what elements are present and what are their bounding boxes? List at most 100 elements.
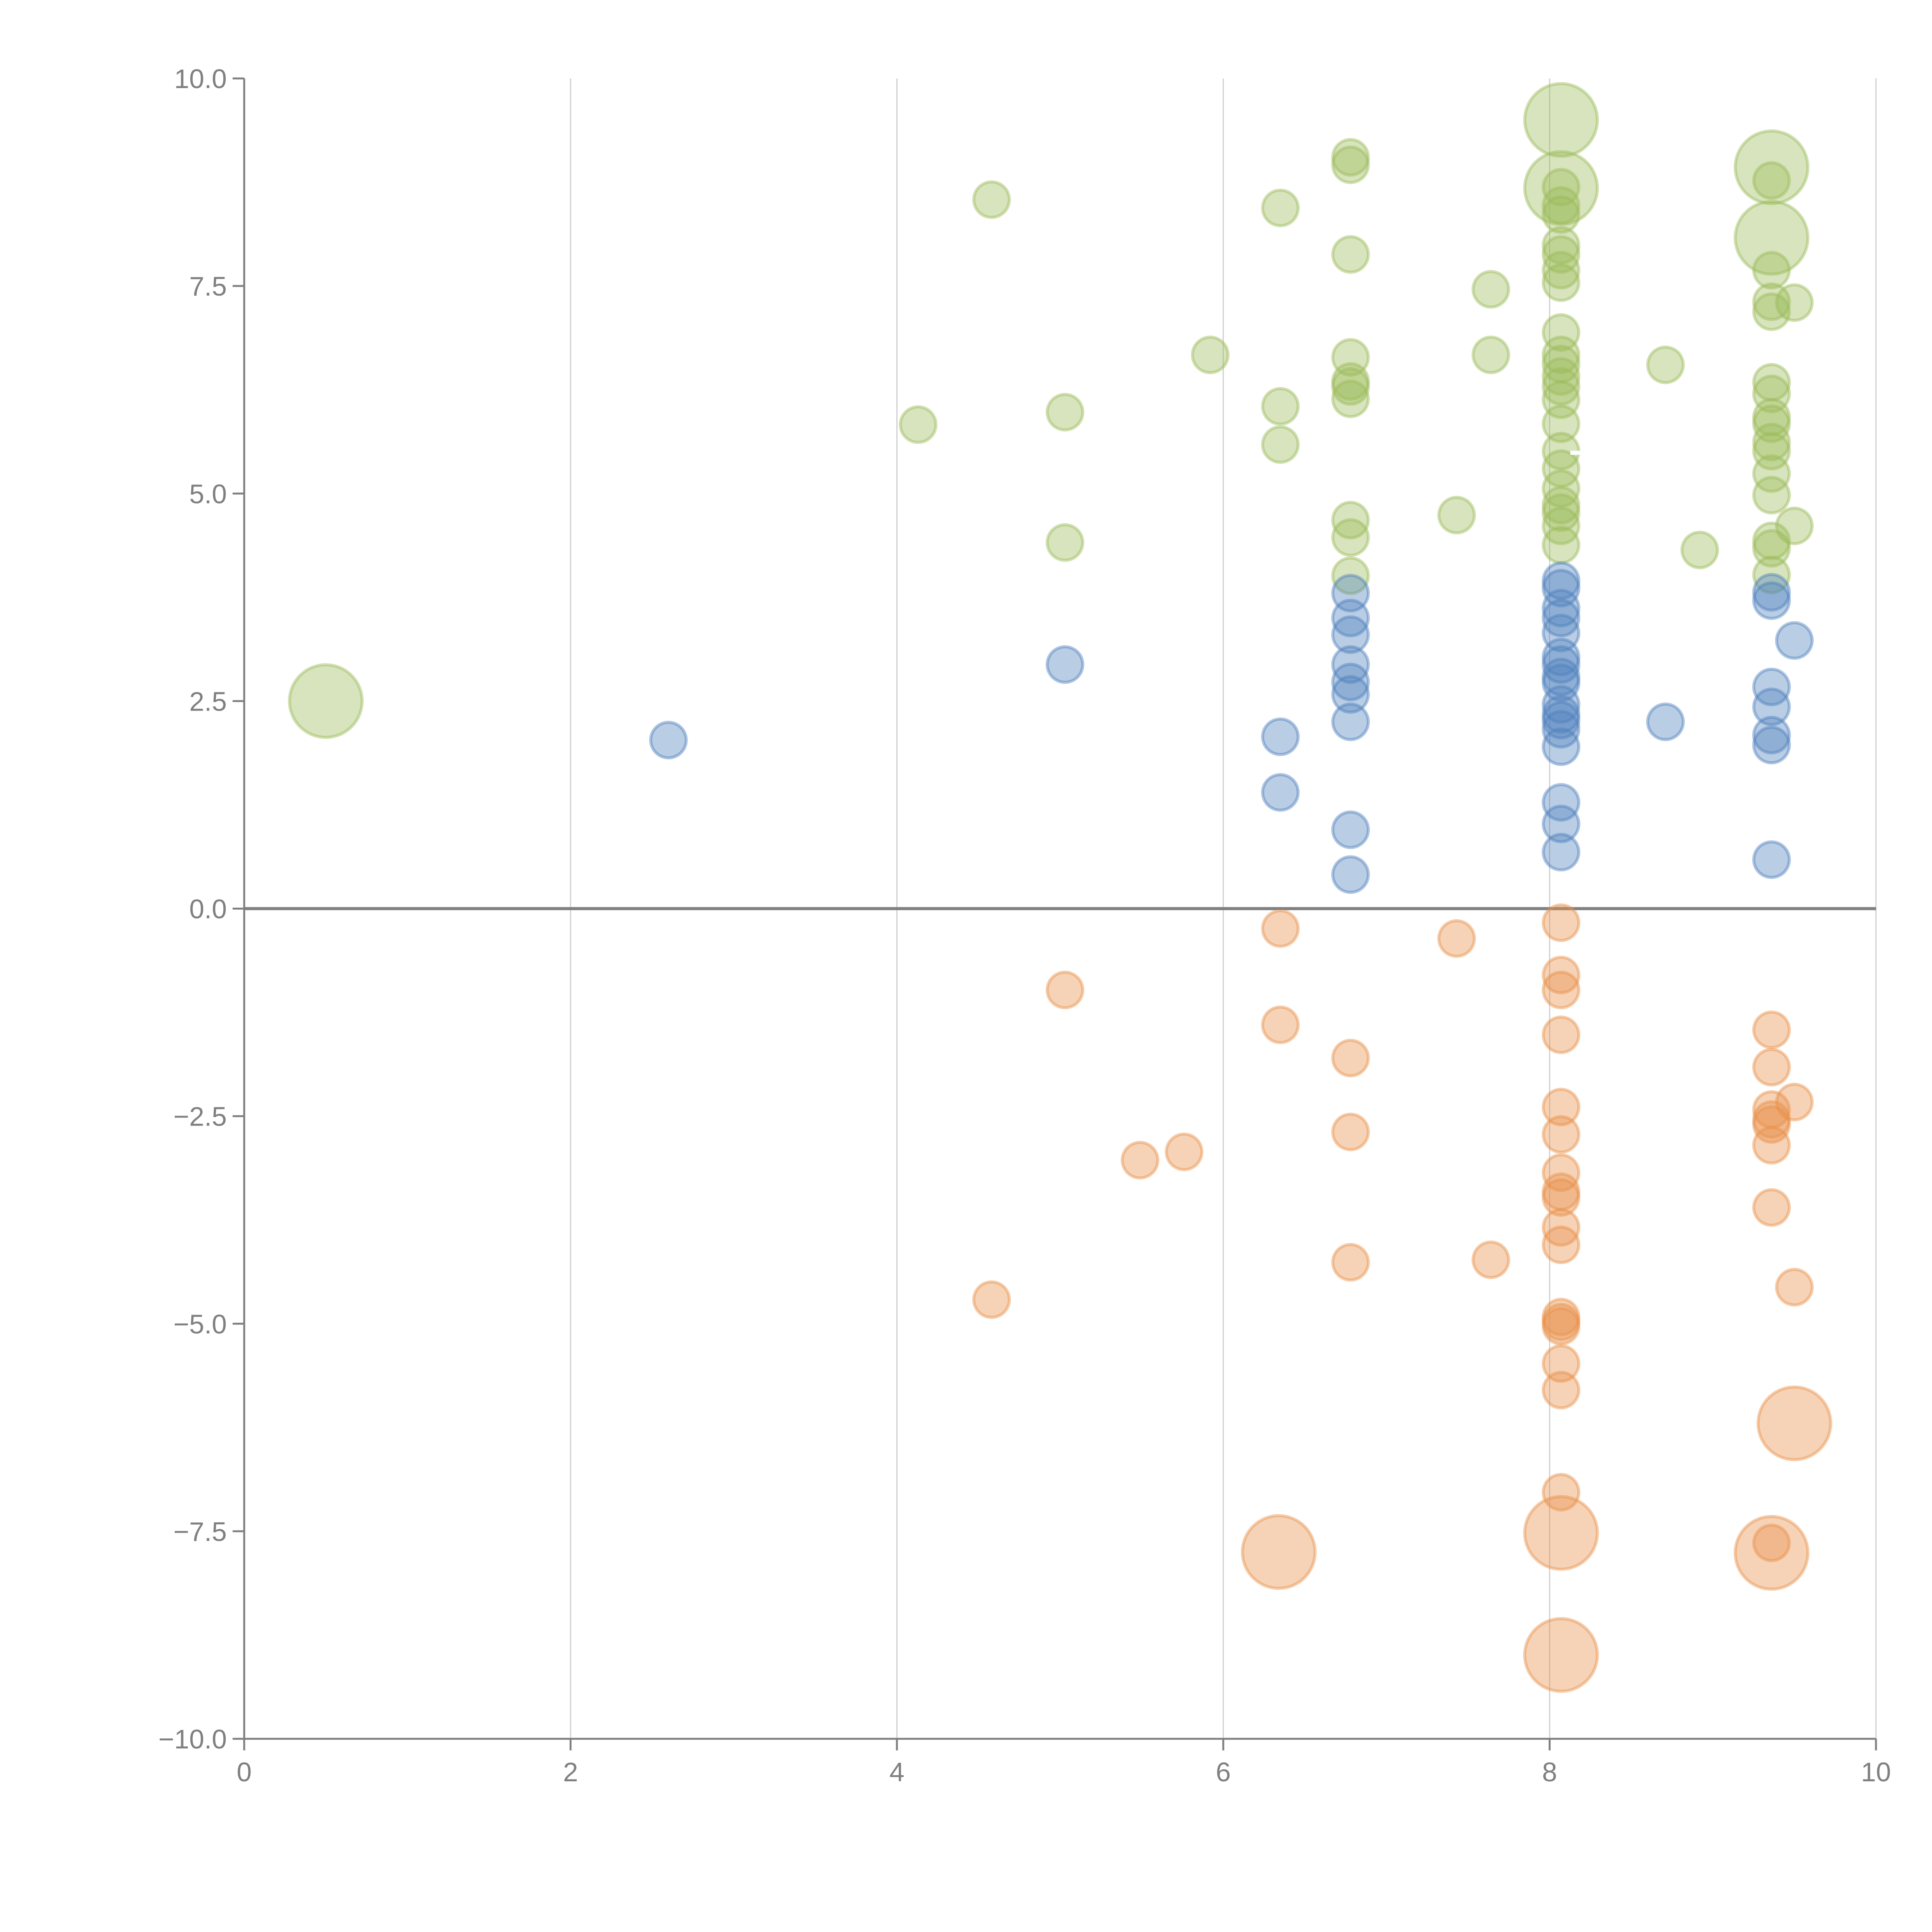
data-point-orange[interactable] xyxy=(1471,1240,1510,1279)
data-point-green[interactable] xyxy=(1331,518,1370,557)
data-point-blue[interactable] xyxy=(1331,662,1370,701)
data-point-orange[interactable] xyxy=(1523,1495,1599,1571)
data-point-blue[interactable] xyxy=(1541,783,1580,822)
data-point-green[interactable] xyxy=(899,405,938,444)
data-point-blue[interactable] xyxy=(1752,573,1791,612)
data-point-orange[interactable] xyxy=(1046,971,1085,1010)
data-point-green[interactable] xyxy=(1541,357,1580,396)
data-point-orange[interactable] xyxy=(1541,1115,1580,1154)
data-point-blue[interactable] xyxy=(1046,645,1085,684)
data-point-blue[interactable] xyxy=(1331,645,1370,684)
data-point-green[interactable] xyxy=(288,663,364,739)
data-point-orange[interactable] xyxy=(1775,1268,1814,1307)
data-point-blue[interactable] xyxy=(1541,833,1580,872)
data-point-green[interactable] xyxy=(1541,235,1580,274)
data-point-orange[interactable] xyxy=(1752,1105,1791,1144)
data-point-blue[interactable] xyxy=(1541,804,1580,844)
data-point-orange[interactable] xyxy=(1541,903,1580,942)
data-point-orange[interactable] xyxy=(1261,1005,1300,1044)
data-point-orange[interactable] xyxy=(1541,1473,1580,1512)
data-point-blue[interactable] xyxy=(1752,667,1791,706)
data-point-green[interactable] xyxy=(1331,501,1370,540)
data-point-green[interactable] xyxy=(1752,521,1791,560)
data-point-blue[interactable] xyxy=(1541,614,1580,653)
data-point-blue[interactable] xyxy=(1541,710,1580,749)
data-point-green[interactable] xyxy=(1541,432,1580,471)
data-point-blue[interactable] xyxy=(1646,702,1685,742)
data-point-orange[interactable] xyxy=(1523,1617,1599,1693)
data-point-green[interactable] xyxy=(1775,507,1814,546)
data-point-orange[interactable] xyxy=(1756,1385,1832,1461)
data-point-orange[interactable] xyxy=(1541,1298,1580,1337)
data-point-orange[interactable] xyxy=(1541,956,1580,995)
data-point-orange[interactable] xyxy=(1752,1523,1791,1562)
data-point-green[interactable] xyxy=(1331,138,1370,177)
data-point-orange[interactable] xyxy=(1437,919,1476,958)
data-point-green[interactable] xyxy=(1331,338,1370,377)
data-point-orange[interactable] xyxy=(1752,1010,1791,1049)
data-point-orange[interactable] xyxy=(1165,1133,1204,1172)
data-point-orange[interactable] xyxy=(1541,1307,1580,1346)
data-point-orange[interactable] xyxy=(1541,1153,1580,1192)
data-point-blue[interactable] xyxy=(1331,615,1370,654)
data-point-green[interactable] xyxy=(1775,283,1814,322)
data-point-blue[interactable] xyxy=(1541,701,1580,740)
data-point-green[interactable] xyxy=(1752,398,1791,437)
data-point-green[interactable] xyxy=(1541,313,1580,352)
data-point-blue[interactable] xyxy=(1541,695,1580,734)
data-point-green[interactable] xyxy=(1331,362,1370,401)
data-point-blue[interactable] xyxy=(649,721,688,760)
data-point-blue[interactable] xyxy=(1541,588,1580,628)
data-point-green[interactable] xyxy=(1437,496,1476,535)
data-point-blue[interactable] xyxy=(1541,685,1580,724)
data-point-blue[interactable] xyxy=(1541,569,1580,608)
data-point-green[interactable] xyxy=(1331,379,1370,418)
data-point-blue[interactable] xyxy=(1261,773,1300,812)
data-point-green[interactable] xyxy=(1261,189,1300,228)
data-point-green[interactable] xyxy=(1541,251,1580,290)
data-point-green[interactable] xyxy=(1752,404,1791,443)
data-point-green[interactable] xyxy=(1261,425,1300,464)
data-point-orange[interactable] xyxy=(972,1280,1011,1319)
data-point-orange[interactable] xyxy=(1733,1515,1810,1591)
data-point-orange[interactable] xyxy=(1541,1225,1580,1264)
data-point-green[interactable] xyxy=(1471,270,1510,309)
data-point-green[interactable] xyxy=(1331,556,1370,595)
data-point-blue[interactable] xyxy=(1331,702,1370,742)
data-point-green[interactable] xyxy=(1046,523,1085,562)
data-point-green[interactable] xyxy=(1541,486,1580,525)
data-point-green[interactable] xyxy=(1733,200,1810,276)
data-point-blue[interactable] xyxy=(1331,599,1370,638)
data-point-orange[interactable] xyxy=(1541,1303,1580,1342)
data-point-orange[interactable] xyxy=(1752,1126,1791,1165)
data-point-green[interactable] xyxy=(1471,335,1510,374)
data-point-blue[interactable] xyxy=(1752,840,1791,879)
data-point-green[interactable] xyxy=(1752,251,1791,290)
data-point-green[interactable] xyxy=(1752,454,1791,493)
data-point-orange[interactable] xyxy=(1121,1141,1160,1180)
data-point-orange[interactable] xyxy=(1541,1208,1580,1247)
data-point-orange[interactable] xyxy=(1752,1188,1791,1227)
data-point-green[interactable] xyxy=(1541,493,1580,532)
data-point-green[interactable] xyxy=(1331,145,1370,184)
data-point-green[interactable] xyxy=(1541,380,1580,419)
data-point-blue[interactable] xyxy=(1752,581,1791,620)
data-point-green[interactable] xyxy=(1541,195,1580,234)
data-point-green[interactable] xyxy=(1261,387,1300,426)
data-point-green[interactable] xyxy=(1752,282,1791,321)
data-point-blue[interactable] xyxy=(1331,675,1370,714)
data-point-blue[interactable] xyxy=(1541,658,1580,697)
data-point-orange[interactable] xyxy=(1541,1371,1580,1410)
data-point-orange[interactable] xyxy=(1541,1344,1580,1383)
data-point-orange[interactable] xyxy=(1752,1048,1791,1087)
data-point-green[interactable] xyxy=(1541,186,1580,225)
data-point-green[interactable] xyxy=(1646,345,1685,384)
data-point-blue[interactable] xyxy=(1331,855,1370,894)
data-point-blue[interactable] xyxy=(1541,727,1580,766)
data-point-green[interactable] xyxy=(1752,374,1791,413)
data-point-green[interactable] xyxy=(1752,432,1791,471)
data-point-green[interactable] xyxy=(1523,82,1599,158)
data-point-blue[interactable] xyxy=(1775,621,1814,660)
data-point-green[interactable] xyxy=(1541,469,1580,508)
data-point-green[interactable] xyxy=(1331,367,1370,406)
